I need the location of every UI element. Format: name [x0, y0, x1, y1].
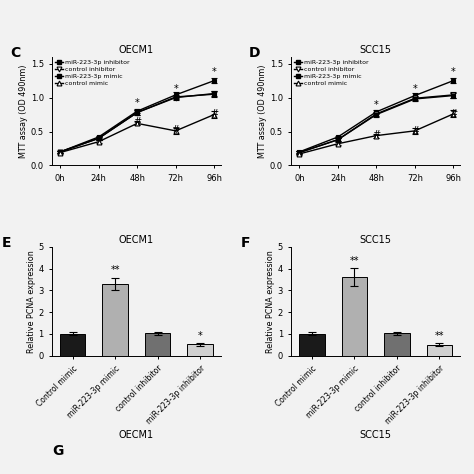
Title: OECM1: OECM1 [119, 235, 154, 245]
Text: **: ** [349, 255, 359, 265]
Text: #: # [411, 126, 419, 136]
Text: *: * [374, 100, 379, 110]
Text: *: * [412, 84, 417, 94]
Text: #: # [172, 125, 180, 135]
Title: OECM1: OECM1 [119, 45, 154, 55]
Text: *: * [173, 83, 178, 93]
Text: #: # [210, 109, 218, 118]
Text: *: * [212, 66, 217, 77]
Legend: miR-223-3p inhibitor, control inhibitor, miR-223-3p mimic, control mimic: miR-223-3p inhibitor, control inhibitor,… [55, 60, 130, 86]
Bar [384, 333, 410, 356]
Text: E: E [1, 236, 11, 250]
Text: F: F [241, 236, 250, 250]
Bar [187, 344, 213, 356]
Text: #: # [449, 109, 457, 118]
Bar [102, 284, 128, 356]
Title: SCC15: SCC15 [360, 45, 392, 55]
Text: **: ** [435, 331, 444, 341]
Text: OECM1: OECM1 [119, 430, 154, 440]
Title: SCC15: SCC15 [360, 235, 392, 245]
Text: SCC15: SCC15 [360, 430, 392, 440]
Bar [299, 334, 325, 356]
Bar [145, 333, 170, 356]
Bar [427, 345, 452, 356]
Y-axis label: MTT assay (OD 490nm): MTT assay (OD 490nm) [19, 64, 28, 158]
Text: D: D [249, 46, 261, 60]
Text: C: C [10, 46, 20, 60]
Bar [342, 277, 367, 356]
Legend: miR-223-3p inhibitor, control inhibitor, miR-223-3p mimic, control mimic: miR-223-3p inhibitor, control inhibitor,… [294, 60, 369, 86]
Y-axis label: Relative PCNA expression: Relative PCNA expression [27, 250, 36, 353]
Bar [60, 334, 85, 356]
Text: *: * [198, 331, 202, 341]
Y-axis label: Relative PCNA expression: Relative PCNA expression [266, 250, 275, 353]
Text: G: G [52, 444, 64, 458]
Text: *: * [451, 67, 456, 77]
Text: *: * [135, 98, 139, 108]
Y-axis label: MTT assay (OD 490nm): MTT assay (OD 490nm) [258, 64, 267, 158]
Text: #: # [133, 118, 141, 128]
Text: **: ** [110, 265, 120, 275]
Text: #: # [372, 130, 381, 140]
